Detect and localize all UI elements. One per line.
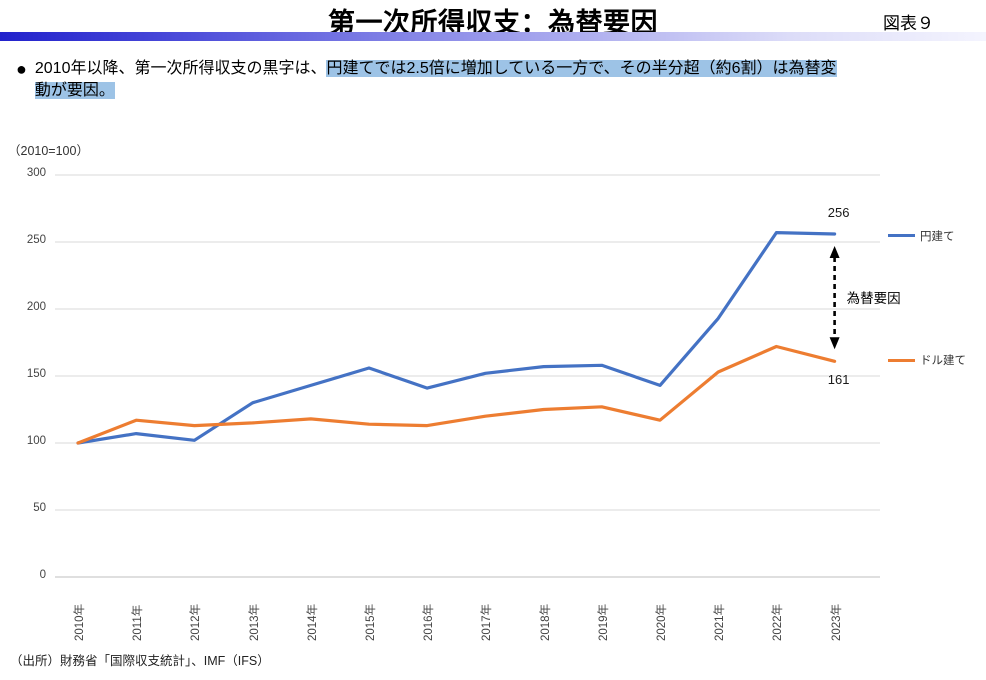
legend-entry-dollar: ドル建て	[888, 352, 966, 368]
x-tick-label: 2016年	[423, 603, 436, 641]
x-tick-label: 2012年	[190, 603, 203, 641]
x-tick-label: 2017年	[481, 603, 494, 641]
y-tick-label: 100	[26, 435, 46, 447]
yen-end-value-label: 256	[827, 204, 850, 220]
arrow-up-head-icon	[829, 245, 840, 258]
y-tick-label: 300	[26, 167, 46, 179]
dollar-end-value-label: 161	[827, 372, 850, 388]
y-axis-unit-label: （2010=100）	[8, 144, 89, 158]
exchange-factor-annotation: 為替要因	[846, 290, 901, 306]
title-underline-rule	[0, 32, 986, 41]
summary-line-1: 2010年以降、第一次所得収支の黒字は、円建てでは2.5倍に増加している一方で、…	[35, 58, 837, 80]
y-tick-label: 250	[26, 234, 46, 246]
legend-entry-yen: 円建て	[888, 228, 955, 244]
summary-highlight-1: 円建てでは2.5倍に増加している一方で、その半分超（約6割）は為替変	[326, 60, 837, 77]
yen-series-swatch-icon	[888, 234, 915, 238]
x-tick-label: 2020年	[656, 603, 668, 641]
figure-number-label: 図表９	[883, 14, 934, 33]
y-tick-label: 50	[33, 502, 46, 514]
y-tick-label: 200	[26, 301, 46, 313]
summary-bullet: ● 2010年以降、第一次所得収支の黒字は、円建てでは2.5倍に増加している一方…	[16, 58, 972, 102]
bullet-icon: ●	[16, 59, 27, 79]
x-tick-label: 2023年	[830, 603, 843, 641]
dollar-series-line	[76, 344, 837, 445]
x-tick-label: 2021年	[714, 603, 727, 641]
x-tick-label: 2022年	[772, 603, 785, 641]
summary-highlight-2: 動が要因。	[34, 82, 115, 99]
summary-line-2: 動が要因。	[34, 80, 837, 102]
y-tick-label: 0	[39, 569, 46, 581]
arrow-down-head-icon	[829, 337, 840, 350]
dollar-series-swatch-icon	[888, 358, 915, 362]
x-tick-label: 2015年	[365, 603, 377, 641]
x-tick-label: 2010年	[74, 603, 86, 641]
source-note: （出所）財務省「国際収支統計」、IMF（IFS）	[10, 654, 270, 668]
legend-label-dollar: ドル建て	[920, 355, 966, 368]
x-tick-label: 2018年	[539, 603, 552, 641]
x-tick-label: 2019年	[597, 603, 610, 641]
y-tick-label: 150	[26, 368, 46, 380]
legend-label-yen: 円建て	[920, 230, 955, 243]
x-tick-label: 2014年	[306, 603, 319, 641]
x-tick-label: 2011年	[132, 604, 145, 641]
summary-text: 2010年以降、第一次所得収支の黒字は、円建てでは2.5倍に増加している一方で、…	[34, 58, 837, 102]
yen-series-line	[76, 231, 837, 445]
summary-plain-text: 2010年以降、第一次所得収支の黒字は、	[34, 60, 327, 77]
x-tick-label: 2013年	[248, 603, 261, 641]
